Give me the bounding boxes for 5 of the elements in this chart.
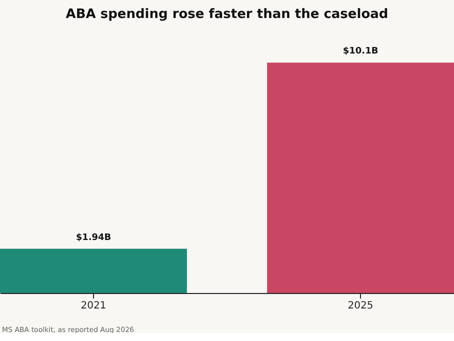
data-label: $1.94B — [76, 232, 112, 243]
x-tick-label: 2021 — [80, 300, 106, 312]
chart-title: ABA spending rose faster than the caseload — [66, 7, 388, 22]
data-label: $10.1B — [342, 46, 378, 57]
x-tick-label: 2025 — [348, 300, 374, 312]
